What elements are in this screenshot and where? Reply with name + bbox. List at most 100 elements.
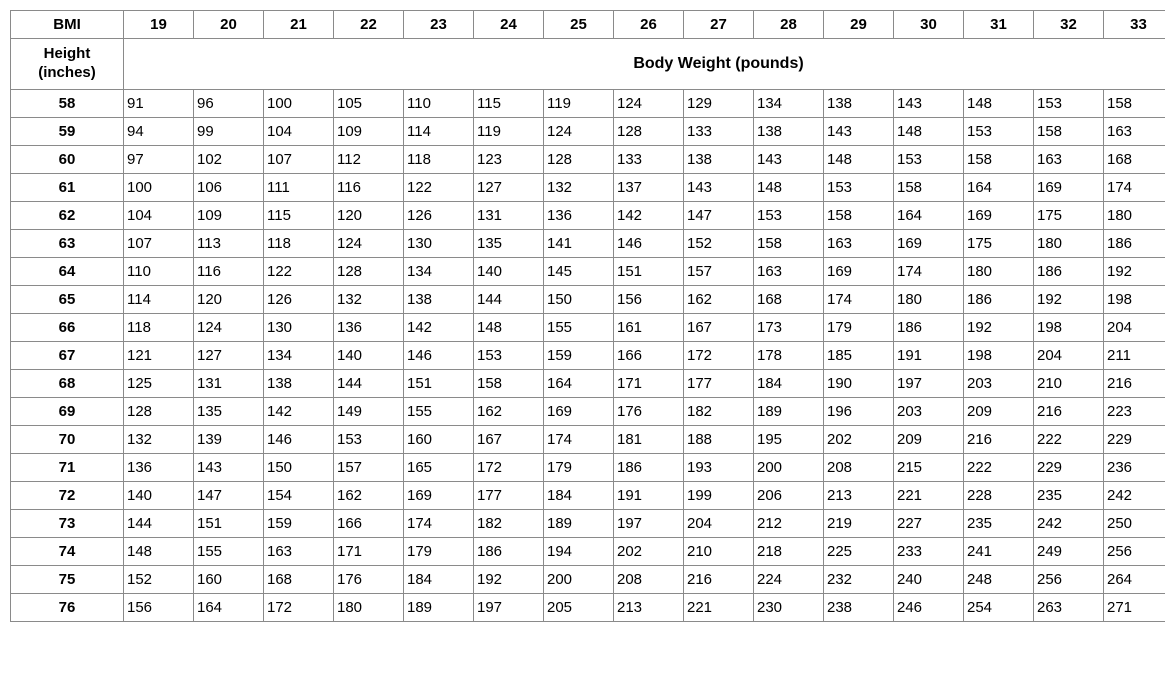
weight-cell: 116 bbox=[194, 258, 264, 286]
weight-cell: 148 bbox=[894, 118, 964, 146]
weight-cell: 138 bbox=[404, 286, 474, 314]
table-row: 7314415115916617418218919720421221922723… bbox=[11, 510, 1165, 538]
weight-cell: 151 bbox=[404, 370, 474, 398]
weight-cell: 158 bbox=[754, 230, 824, 258]
weight-cell: 129 bbox=[684, 90, 754, 118]
weight-cell: 238 bbox=[824, 594, 894, 622]
weight-cell: 228 bbox=[964, 482, 1034, 510]
weight-cell: 124 bbox=[194, 314, 264, 342]
height-cell: 69 bbox=[11, 398, 124, 426]
weight-cell: 153 bbox=[1034, 90, 1104, 118]
body-weight-header: Body Weight (pounds) bbox=[124, 39, 1165, 90]
bmi-col-header: 27 bbox=[684, 11, 754, 39]
table-row: 7013213914615316016717418118819520220921… bbox=[11, 426, 1165, 454]
weight-cell: 246 bbox=[894, 594, 964, 622]
weight-cell: 156 bbox=[124, 594, 194, 622]
weight-cell: 157 bbox=[334, 454, 404, 482]
weight-cell: 91 bbox=[124, 90, 194, 118]
weight-cell: 189 bbox=[754, 398, 824, 426]
weight-cell: 185 bbox=[824, 342, 894, 370]
weight-cell: 144 bbox=[334, 370, 404, 398]
weight-cell: 162 bbox=[684, 286, 754, 314]
weight-cell: 186 bbox=[614, 454, 684, 482]
weight-cell: 159 bbox=[544, 342, 614, 370]
weight-cell: 225 bbox=[824, 538, 894, 566]
weight-cell: 160 bbox=[194, 566, 264, 594]
weight-cell: 140 bbox=[474, 258, 544, 286]
weight-cell: 165 bbox=[404, 454, 474, 482]
weight-cell: 248 bbox=[964, 566, 1034, 594]
weight-cell: 148 bbox=[124, 538, 194, 566]
weight-cell: 186 bbox=[1104, 230, 1165, 258]
weight-cell: 124 bbox=[544, 118, 614, 146]
height-cell: 76 bbox=[11, 594, 124, 622]
weight-cell: 128 bbox=[334, 258, 404, 286]
weight-cell: 148 bbox=[474, 314, 544, 342]
table-row: 7113614315015716517217918619320020821522… bbox=[11, 454, 1165, 482]
weight-cell: 136 bbox=[334, 314, 404, 342]
weight-cell: 171 bbox=[334, 538, 404, 566]
weight-cell: 104 bbox=[124, 202, 194, 230]
weight-cell: 152 bbox=[684, 230, 754, 258]
weight-cell: 232 bbox=[824, 566, 894, 594]
weight-cell: 128 bbox=[124, 398, 194, 426]
weight-cell: 198 bbox=[964, 342, 1034, 370]
weight-cell: 110 bbox=[124, 258, 194, 286]
weight-cell: 143 bbox=[194, 454, 264, 482]
weight-cell: 164 bbox=[194, 594, 264, 622]
weight-cell: 180 bbox=[1034, 230, 1104, 258]
weight-cell: 113 bbox=[194, 230, 264, 258]
weight-cell: 127 bbox=[474, 174, 544, 202]
weight-cell: 120 bbox=[334, 202, 404, 230]
weight-cell: 194 bbox=[544, 538, 614, 566]
weight-cell: 138 bbox=[824, 90, 894, 118]
table-row: 5891961001051101151191241291341381431481… bbox=[11, 90, 1165, 118]
height-cell: 58 bbox=[11, 90, 124, 118]
weight-cell: 163 bbox=[1034, 146, 1104, 174]
weight-cell: 256 bbox=[1034, 566, 1104, 594]
weight-cell: 147 bbox=[684, 202, 754, 230]
weight-cell: 164 bbox=[894, 202, 964, 230]
weight-cell: 138 bbox=[684, 146, 754, 174]
weight-cell: 198 bbox=[1104, 286, 1165, 314]
weight-cell: 169 bbox=[894, 230, 964, 258]
weight-cell: 223 bbox=[1104, 398, 1165, 426]
weight-cell: 163 bbox=[1104, 118, 1165, 146]
weight-cell: 139 bbox=[194, 426, 264, 454]
weight-cell: 222 bbox=[964, 454, 1034, 482]
weight-cell: 263 bbox=[1034, 594, 1104, 622]
weight-cell: 107 bbox=[124, 230, 194, 258]
weight-cell: 235 bbox=[1034, 482, 1104, 510]
bmi-header-row: BMI 1920212223242526272829303132333435 bbox=[11, 11, 1165, 39]
weight-cell: 174 bbox=[544, 426, 614, 454]
weight-cell: 203 bbox=[964, 370, 1034, 398]
weight-cell: 213 bbox=[824, 482, 894, 510]
bmi-col-header: 25 bbox=[544, 11, 614, 39]
weight-cell: 192 bbox=[964, 314, 1034, 342]
weight-cell: 164 bbox=[544, 370, 614, 398]
height-label-line1: Height bbox=[44, 45, 91, 62]
weight-cell: 189 bbox=[544, 510, 614, 538]
weight-cell: 162 bbox=[474, 398, 544, 426]
weight-cell: 197 bbox=[474, 594, 544, 622]
weight-cell: 168 bbox=[264, 566, 334, 594]
weight-cell: 141 bbox=[544, 230, 614, 258]
weight-cell: 196 bbox=[824, 398, 894, 426]
weight-cell: 104 bbox=[264, 118, 334, 146]
height-cell: 73 bbox=[11, 510, 124, 538]
weight-cell: 163 bbox=[264, 538, 334, 566]
height-cell: 61 bbox=[11, 174, 124, 202]
weight-cell: 153 bbox=[474, 342, 544, 370]
weight-cell: 151 bbox=[614, 258, 684, 286]
height-cell: 64 bbox=[11, 258, 124, 286]
weight-cell: 102 bbox=[194, 146, 264, 174]
weight-cell: 250 bbox=[1104, 510, 1165, 538]
height-cell: 75 bbox=[11, 566, 124, 594]
weight-cell: 143 bbox=[824, 118, 894, 146]
height-cell: 71 bbox=[11, 454, 124, 482]
table-row: 7515216016817618419220020821622423224024… bbox=[11, 566, 1165, 594]
weight-cell: 174 bbox=[1104, 174, 1165, 202]
weight-cell: 118 bbox=[264, 230, 334, 258]
weight-cell: 106 bbox=[194, 174, 264, 202]
height-cell: 59 bbox=[11, 118, 124, 146]
